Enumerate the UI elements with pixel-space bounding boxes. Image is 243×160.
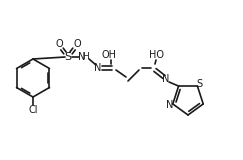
Text: S: S	[64, 52, 71, 62]
Text: N: N	[78, 52, 86, 62]
Text: N: N	[94, 63, 102, 73]
Text: Cl: Cl	[28, 105, 38, 115]
Text: HO: HO	[149, 50, 165, 60]
Text: N: N	[162, 74, 170, 84]
Text: O: O	[73, 39, 81, 49]
Text: OH: OH	[102, 50, 116, 60]
Text: S: S	[196, 79, 202, 89]
Text: N: N	[166, 100, 174, 110]
Text: H: H	[82, 52, 88, 60]
Text: O: O	[55, 39, 63, 49]
